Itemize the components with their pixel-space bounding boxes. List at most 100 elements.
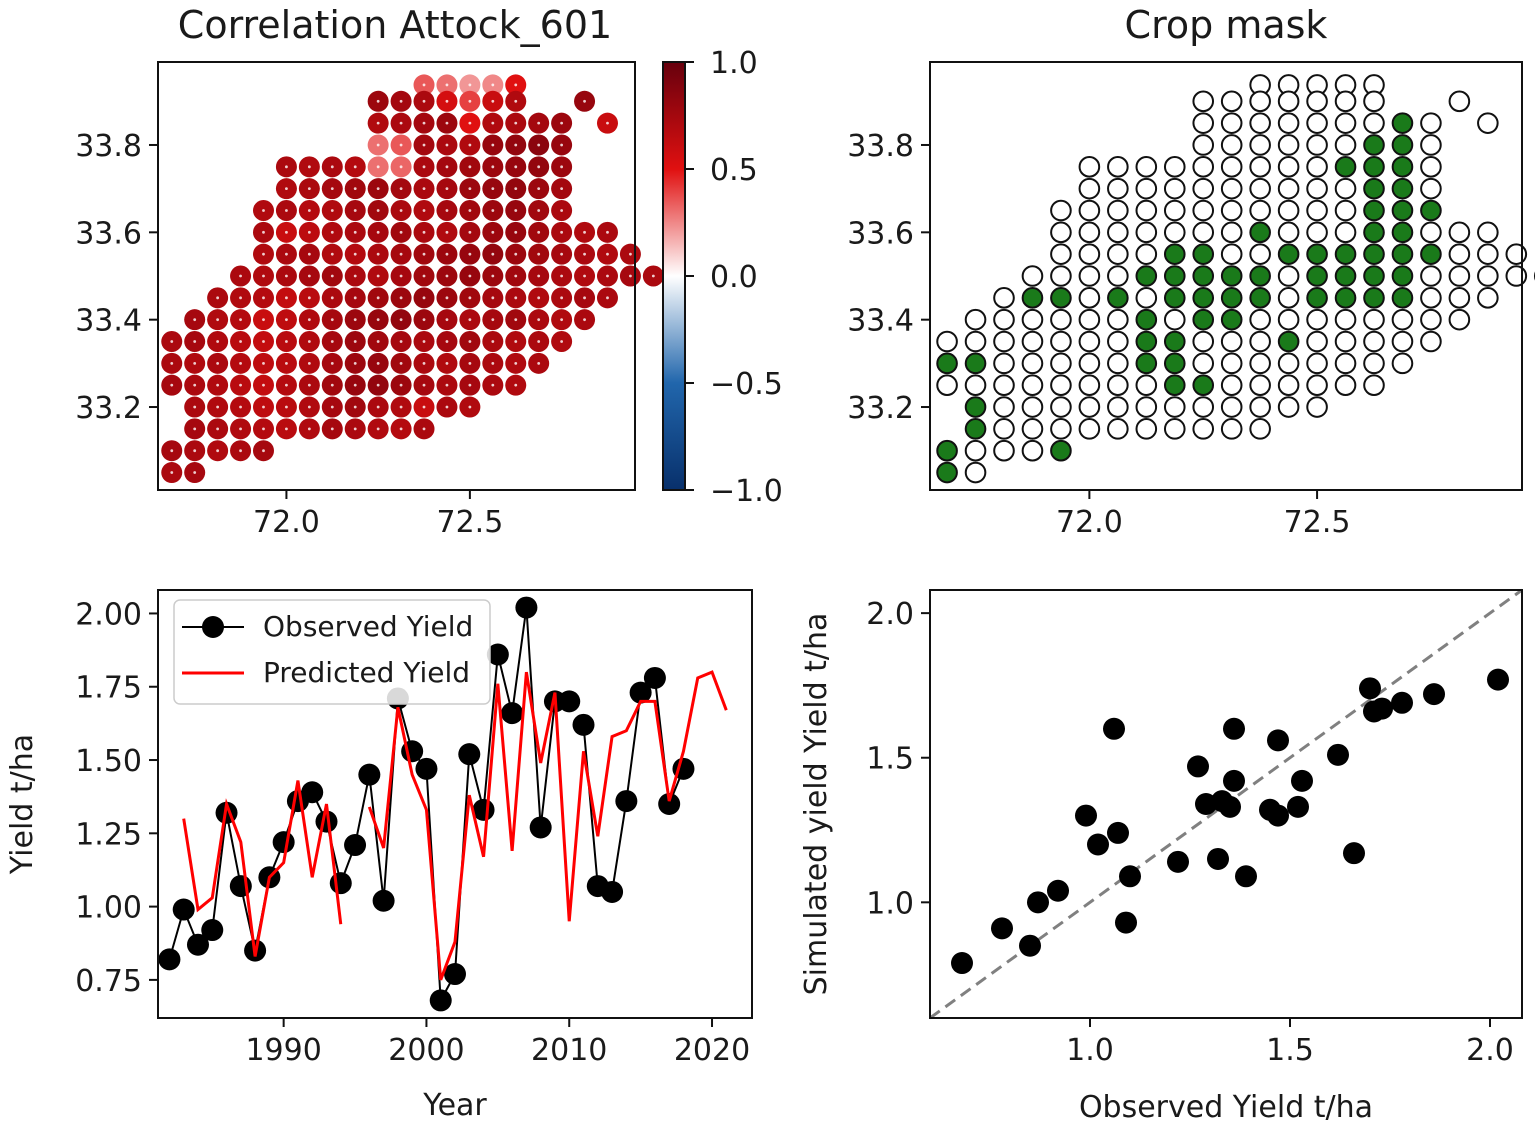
non-crop-cell bbox=[1334, 308, 1357, 331]
crop-cell bbox=[1135, 308, 1158, 331]
non-crop-cell bbox=[1078, 243, 1101, 265]
correlation-point-center bbox=[468, 209, 472, 212]
correlation-point-center bbox=[376, 274, 380, 278]
correlation-point-center bbox=[239, 340, 242, 343]
observed-yield-point bbox=[358, 763, 381, 786]
non-crop-cell bbox=[1448, 221, 1471, 244]
correlation-point-center bbox=[285, 405, 288, 409]
crop-cell bbox=[964, 396, 987, 418]
correlation-point-center bbox=[262, 209, 265, 212]
non-crop-cell bbox=[1220, 330, 1243, 353]
correlation-point-center bbox=[560, 296, 564, 300]
correlation-point-center bbox=[262, 361, 265, 365]
correlation-point-center bbox=[285, 165, 288, 169]
correlation-point-center bbox=[537, 318, 541, 322]
correlation-point-center bbox=[330, 405, 334, 409]
correlation-point-center bbox=[491, 143, 495, 147]
correlation-point-center bbox=[468, 318, 472, 322]
yield-comparison-point bbox=[1267, 729, 1289, 752]
yield-timeseries-ytick-label: 1.25 bbox=[75, 817, 142, 852]
yield-comparison-point bbox=[1075, 804, 1097, 827]
correlation-point-center bbox=[399, 383, 403, 387]
correlation-point-center bbox=[606, 274, 609, 278]
correlation-map-ytick-label: 33.8 bbox=[75, 129, 142, 164]
non-crop-cell bbox=[1163, 221, 1186, 244]
correlation-point-center bbox=[307, 383, 311, 387]
correlation-point-center bbox=[376, 405, 380, 409]
correlation-point-center bbox=[307, 252, 311, 256]
yield-comparison-point bbox=[951, 952, 973, 975]
correlation-point-center bbox=[262, 383, 265, 387]
crop-cell bbox=[1135, 265, 1158, 287]
correlation-point-center bbox=[514, 209, 518, 212]
correlation-point-center bbox=[193, 427, 197, 431]
non-crop-cell bbox=[964, 308, 987, 331]
correlation-point-center bbox=[330, 230, 334, 234]
correlation-point-center bbox=[445, 143, 449, 147]
correlation-point-center bbox=[216, 318, 220, 322]
legend-observed-label: Observed Yield bbox=[263, 610, 473, 643]
non-crop-cell bbox=[1078, 330, 1101, 353]
correlation-point-center bbox=[468, 230, 472, 234]
non-crop-cell bbox=[1277, 308, 1300, 331]
correlation-point-center bbox=[239, 427, 242, 431]
non-crop-cell bbox=[1477, 221, 1499, 244]
crop-cell bbox=[1363, 156, 1385, 178]
crop-cell bbox=[1192, 243, 1215, 265]
non-crop-cell bbox=[1192, 112, 1215, 134]
non-crop-cell bbox=[1306, 352, 1328, 375]
correlation-point-center bbox=[376, 383, 380, 387]
non-crop-cell bbox=[1306, 308, 1328, 331]
non-crop-cell bbox=[1220, 199, 1243, 222]
crop-cell bbox=[964, 352, 987, 375]
non-crop-cell bbox=[1306, 156, 1328, 178]
predicted-yield-line bbox=[182, 780, 343, 957]
correlation-point-center bbox=[445, 230, 449, 234]
correlation-point-center bbox=[514, 230, 518, 234]
crop-cell bbox=[1306, 287, 1328, 309]
correlation-point-center bbox=[193, 405, 197, 409]
correlation-point-center bbox=[537, 165, 541, 169]
correlation-point-center bbox=[468, 252, 472, 256]
correlation-point-center bbox=[399, 121, 403, 125]
correlation-point-center bbox=[399, 274, 403, 278]
non-crop-cell bbox=[1277, 287, 1300, 309]
non-crop-cell bbox=[1050, 221, 1072, 244]
non-crop-cell bbox=[1220, 396, 1243, 418]
non-crop-cell bbox=[1078, 396, 1101, 418]
correlation-point-center bbox=[468, 165, 472, 169]
correlation-point-center bbox=[262, 296, 265, 300]
correlation-point-center bbox=[422, 143, 426, 147]
non-crop-cell bbox=[1021, 418, 1044, 440]
non-crop-cell bbox=[1078, 374, 1101, 396]
correlation-point-center bbox=[445, 121, 449, 125]
non-crop-cell bbox=[1078, 352, 1101, 375]
correlation-point-center bbox=[262, 274, 265, 278]
correlation-point-center bbox=[285, 252, 288, 256]
correlation-point-center bbox=[468, 405, 472, 409]
correlation-point-center bbox=[399, 405, 403, 409]
non-crop-cell bbox=[1021, 396, 1044, 418]
correlation-point-center bbox=[514, 252, 518, 256]
correlation-point-center bbox=[239, 405, 242, 409]
correlation-point-center bbox=[193, 471, 197, 474]
correlation-point-center bbox=[239, 274, 242, 278]
correlation-map-frame bbox=[157, 61, 636, 491]
non-crop-cell bbox=[1420, 287, 1442, 309]
non-crop-cell bbox=[1107, 374, 1129, 396]
crop-cell bbox=[1391, 221, 1414, 244]
yield-comparison-point bbox=[1223, 769, 1245, 792]
correlation-point-center bbox=[491, 165, 495, 169]
correlation-point-center bbox=[445, 405, 449, 409]
non-crop-cell bbox=[1135, 287, 1158, 309]
non-crop-cell bbox=[1277, 156, 1300, 178]
yield-comparison-point bbox=[1223, 717, 1245, 740]
yield-comparison-point bbox=[1391, 691, 1413, 714]
observed-yield-point bbox=[501, 702, 524, 725]
correlation-point-center bbox=[514, 274, 518, 278]
correlation-point-center bbox=[353, 252, 357, 256]
yield-timeseries-xtick-label: 2020 bbox=[674, 1033, 750, 1068]
correlation-point-center bbox=[560, 143, 564, 147]
crop-mask-ytick-label: 33.4 bbox=[847, 304, 914, 339]
crop-cell bbox=[1192, 287, 1215, 309]
